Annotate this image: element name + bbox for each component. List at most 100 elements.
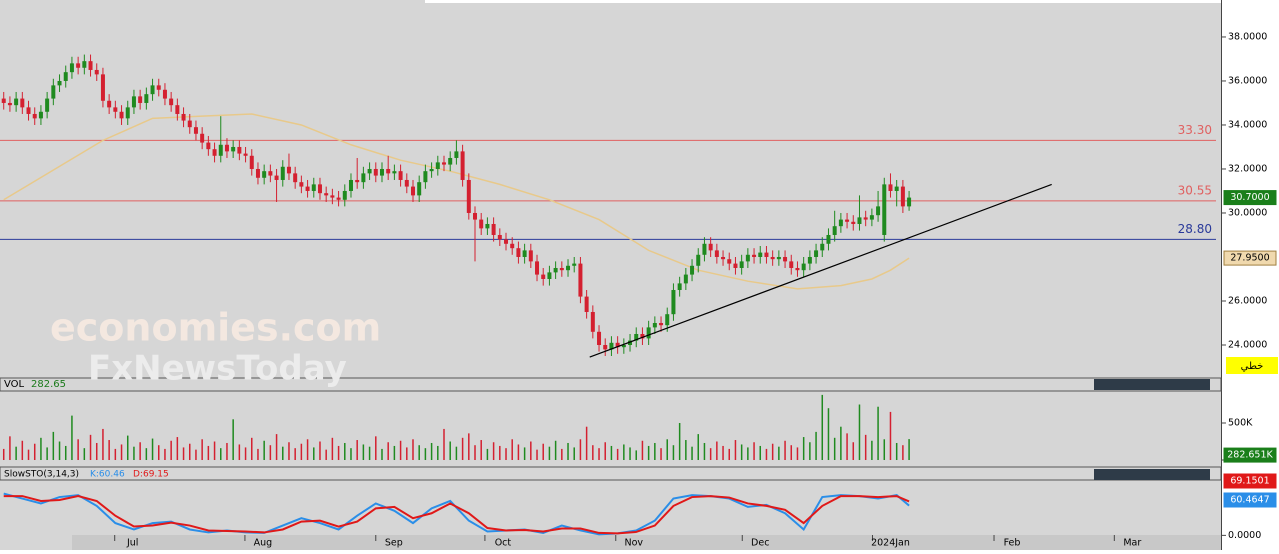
volume-bar <box>858 404 861 461</box>
style-button[interactable] <box>1226 357 1278 374</box>
candle-body <box>659 322 664 326</box>
candle-body <box>634 333 639 341</box>
candle-body <box>615 342 620 348</box>
volume-bar <box>46 447 48 461</box>
candle-body <box>721 256 726 260</box>
volume-bar <box>64 445 67 461</box>
volume-bar <box>647 445 650 461</box>
candle-body <box>820 243 825 251</box>
volume-bar <box>33 443 36 461</box>
volume-bar <box>517 444 520 461</box>
candle-body <box>150 85 155 95</box>
volume-title: VOL <box>4 379 25 390</box>
candle-body <box>838 219 843 227</box>
volume-bar <box>170 440 172 461</box>
y-tick-label: 34.0000 <box>1228 119 1267 130</box>
volume-bar <box>523 447 526 461</box>
volume-bar <box>796 447 799 461</box>
candle-body <box>460 151 465 180</box>
volume-bar <box>269 445 272 461</box>
candle-body <box>578 263 583 297</box>
candle-body <box>100 74 105 101</box>
volume-bar <box>784 440 786 461</box>
volume-bar <box>58 441 61 461</box>
volume-bar <box>641 440 644 461</box>
volume-bar <box>530 441 532 461</box>
moving-average <box>3 113 910 290</box>
volume-bar <box>871 440 873 461</box>
candle-body <box>162 89 167 99</box>
volume-bar <box>728 448 731 461</box>
volume-bar <box>238 444 241 461</box>
candle-body <box>82 61 87 68</box>
candle-body <box>348 179 353 191</box>
volume-bar <box>778 446 780 461</box>
panel-toolbar[interactable] <box>1094 469 1210 480</box>
candle-body <box>745 254 750 262</box>
volume-bar <box>771 443 774 461</box>
candle-body <box>510 243 515 249</box>
candle-body <box>324 193 329 196</box>
candle-body <box>442 162 446 165</box>
candle-body <box>386 168 391 174</box>
candle-body <box>783 256 788 262</box>
candle-body <box>69 63 74 73</box>
volume-bar <box>120 444 123 461</box>
candle-body <box>187 120 192 128</box>
candle-body <box>454 151 459 158</box>
price-tag-label: 27.9500 <box>1230 253 1269 264</box>
style-label[interactable]: خطي <box>1241 361 1264 372</box>
candle-body <box>764 252 769 257</box>
candle-body <box>553 267 558 273</box>
candle-body <box>156 85 161 90</box>
candle-body <box>572 263 577 266</box>
volume-bar <box>449 441 451 461</box>
volume-bar <box>319 441 321 461</box>
candle-body <box>379 168 384 176</box>
volume-bar <box>480 440 482 461</box>
volume-bar <box>275 434 278 461</box>
volume-bar <box>623 444 625 461</box>
volume-bar <box>709 448 712 461</box>
volume-bar <box>399 440 402 461</box>
volume-bar <box>164 448 166 461</box>
price-tag <box>1223 447 1277 463</box>
candle-body <box>516 248 521 257</box>
volume-bar <box>598 448 600 461</box>
candle-body <box>590 311 595 332</box>
candle-body <box>417 182 422 196</box>
candle-body <box>714 250 719 257</box>
volume-bar <box>536 449 538 461</box>
volume-bar <box>95 442 98 461</box>
volume-bar <box>251 437 253 461</box>
candle-body <box>63 72 68 81</box>
price-tag-label: 30.7000 <box>1230 192 1269 203</box>
volume-bar <box>753 442 755 461</box>
candle-body <box>169 98 174 106</box>
candle-body <box>404 179 409 187</box>
volume-bar <box>21 440 24 461</box>
volume-bar <box>759 445 762 461</box>
volume-bar <box>802 437 805 461</box>
candle-body <box>218 144 223 156</box>
candle-body <box>888 184 893 191</box>
volume-bar <box>387 442 389 461</box>
candle-body <box>88 61 93 70</box>
candle-body <box>119 111 124 119</box>
price-tag <box>1223 492 1277 508</box>
volume-bar <box>666 439 668 461</box>
candle-body <box>640 333 645 339</box>
candle-body <box>900 186 905 207</box>
volume-bar <box>889 411 892 461</box>
stoch-header <box>0 466 1222 481</box>
volume-bar <box>362 444 365 461</box>
y-tick-label: 24.0000 <box>1228 339 1267 350</box>
volume-bar <box>83 448 86 461</box>
candle-body <box>76 63 81 68</box>
price-tag <box>1223 190 1277 206</box>
panel-toolbar[interactable] <box>1094 379 1210 390</box>
volume-bar <box>629 447 631 461</box>
candle-body <box>807 256 812 264</box>
volume-bar <box>815 431 817 461</box>
